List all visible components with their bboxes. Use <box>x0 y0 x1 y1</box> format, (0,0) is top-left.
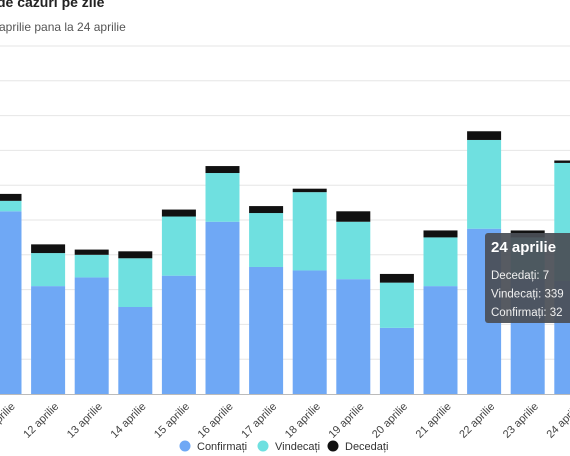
tooltip-line: Confirmați: 32 <box>491 307 563 319</box>
chart-subtitle: aprilie pana la 24 aprilie <box>0 20 126 34</box>
legend-item[interactable]: Decedați <box>327 440 389 454</box>
bar-segment[interactable] <box>336 221 371 280</box>
bar-segment[interactable] <box>249 266 284 394</box>
legend-label: Decedați <box>345 441 388 453</box>
bar-segment[interactable] <box>467 139 502 229</box>
bar-segment[interactable] <box>0 211 22 394</box>
tooltip-line: Vindecați: 339 <box>491 289 564 301</box>
legend-label: Confirmați <box>197 441 247 453</box>
bar-segment[interactable] <box>423 230 458 238</box>
bar-segment[interactable] <box>467 131 502 140</box>
legend-item[interactable]: Vindecați <box>257 440 321 454</box>
bar-segment[interactable] <box>205 166 240 174</box>
bar-segment[interactable] <box>554 160 570 163</box>
x-tick-label: 15 aprilie <box>152 401 192 441</box>
bar-segment[interactable] <box>161 216 196 276</box>
x-tick-label: 23 aprilie <box>501 401 541 441</box>
bar-segment[interactable] <box>118 307 153 394</box>
bar-segment[interactable] <box>161 275 196 394</box>
tooltip: 24 aprilie Decedați: 7 Vindecați: 339 Confi… <box>485 233 570 323</box>
bar-segment[interactable] <box>423 286 458 394</box>
x-tick-label: 24 aprilie <box>544 401 570 441</box>
bar-segment[interactable] <box>379 273 414 283</box>
x-tick-label: 11 aprilie <box>0 401 18 440</box>
x-tick-label: 13 aprilie <box>65 401 105 441</box>
bar-segment[interactable] <box>292 270 327 394</box>
legend-item[interactable]: Confirmați <box>179 440 248 454</box>
tooltip-line: Decedați: 7 <box>491 270 549 282</box>
bar-segment[interactable] <box>118 258 153 307</box>
bar-segment[interactable] <box>74 249 109 255</box>
bar-segment[interactable] <box>31 244 66 254</box>
bar-segment[interactable] <box>336 279 371 394</box>
bar-segment[interactable] <box>292 188 327 193</box>
x-tick-label: 20 aprilie <box>370 401 410 441</box>
bar-segment[interactable] <box>0 193 22 201</box>
bar-segment[interactable] <box>74 277 109 394</box>
chart-title: de cazuri pe zile <box>0 0 105 10</box>
x-tick-label: 16 aprilie <box>196 401 236 441</box>
tooltip-title: 24 aprilie <box>491 239 556 256</box>
bar-segment[interactable] <box>379 327 414 394</box>
bar-segment[interactable] <box>336 211 371 222</box>
legend-marker <box>327 440 339 452</box>
bar-segment[interactable] <box>292 192 327 271</box>
bar-segment[interactable] <box>31 286 66 394</box>
bars <box>0 131 570 394</box>
x-tick-label: 21 aprilie <box>414 401 454 441</box>
bar-segment[interactable] <box>423 237 458 287</box>
bar-segment[interactable] <box>249 206 284 214</box>
x-tick-label: 18 aprilie <box>283 401 323 441</box>
x-tick-label: 22 aprilie <box>457 401 497 441</box>
bar-segment[interactable] <box>74 254 109 278</box>
bar-segment[interactable] <box>205 173 240 222</box>
legend-marker <box>257 440 269 452</box>
x-tick-label: 14 aprilie <box>108 401 148 441</box>
bar-segment[interactable] <box>31 253 66 287</box>
bar-segment[interactable] <box>249 213 284 267</box>
tooltip-box <box>485 233 570 323</box>
bar-segment[interactable] <box>379 282 414 328</box>
bar-segment[interactable] <box>161 209 196 217</box>
legend-label: Vindecați <box>275 441 320 453</box>
legend: Confirmați Vindecați Decedați <box>179 440 389 454</box>
x-tick-label: 17 aprilie <box>239 401 279 441</box>
x-tick-label: 19 aprilie <box>326 401 366 441</box>
bar-segment[interactable] <box>0 200 22 212</box>
legend-marker <box>179 440 191 452</box>
bar-segment[interactable] <box>118 251 153 259</box>
x-tick-label: 12 aprilie <box>21 401 61 441</box>
bar-segment[interactable] <box>205 221 240 394</box>
